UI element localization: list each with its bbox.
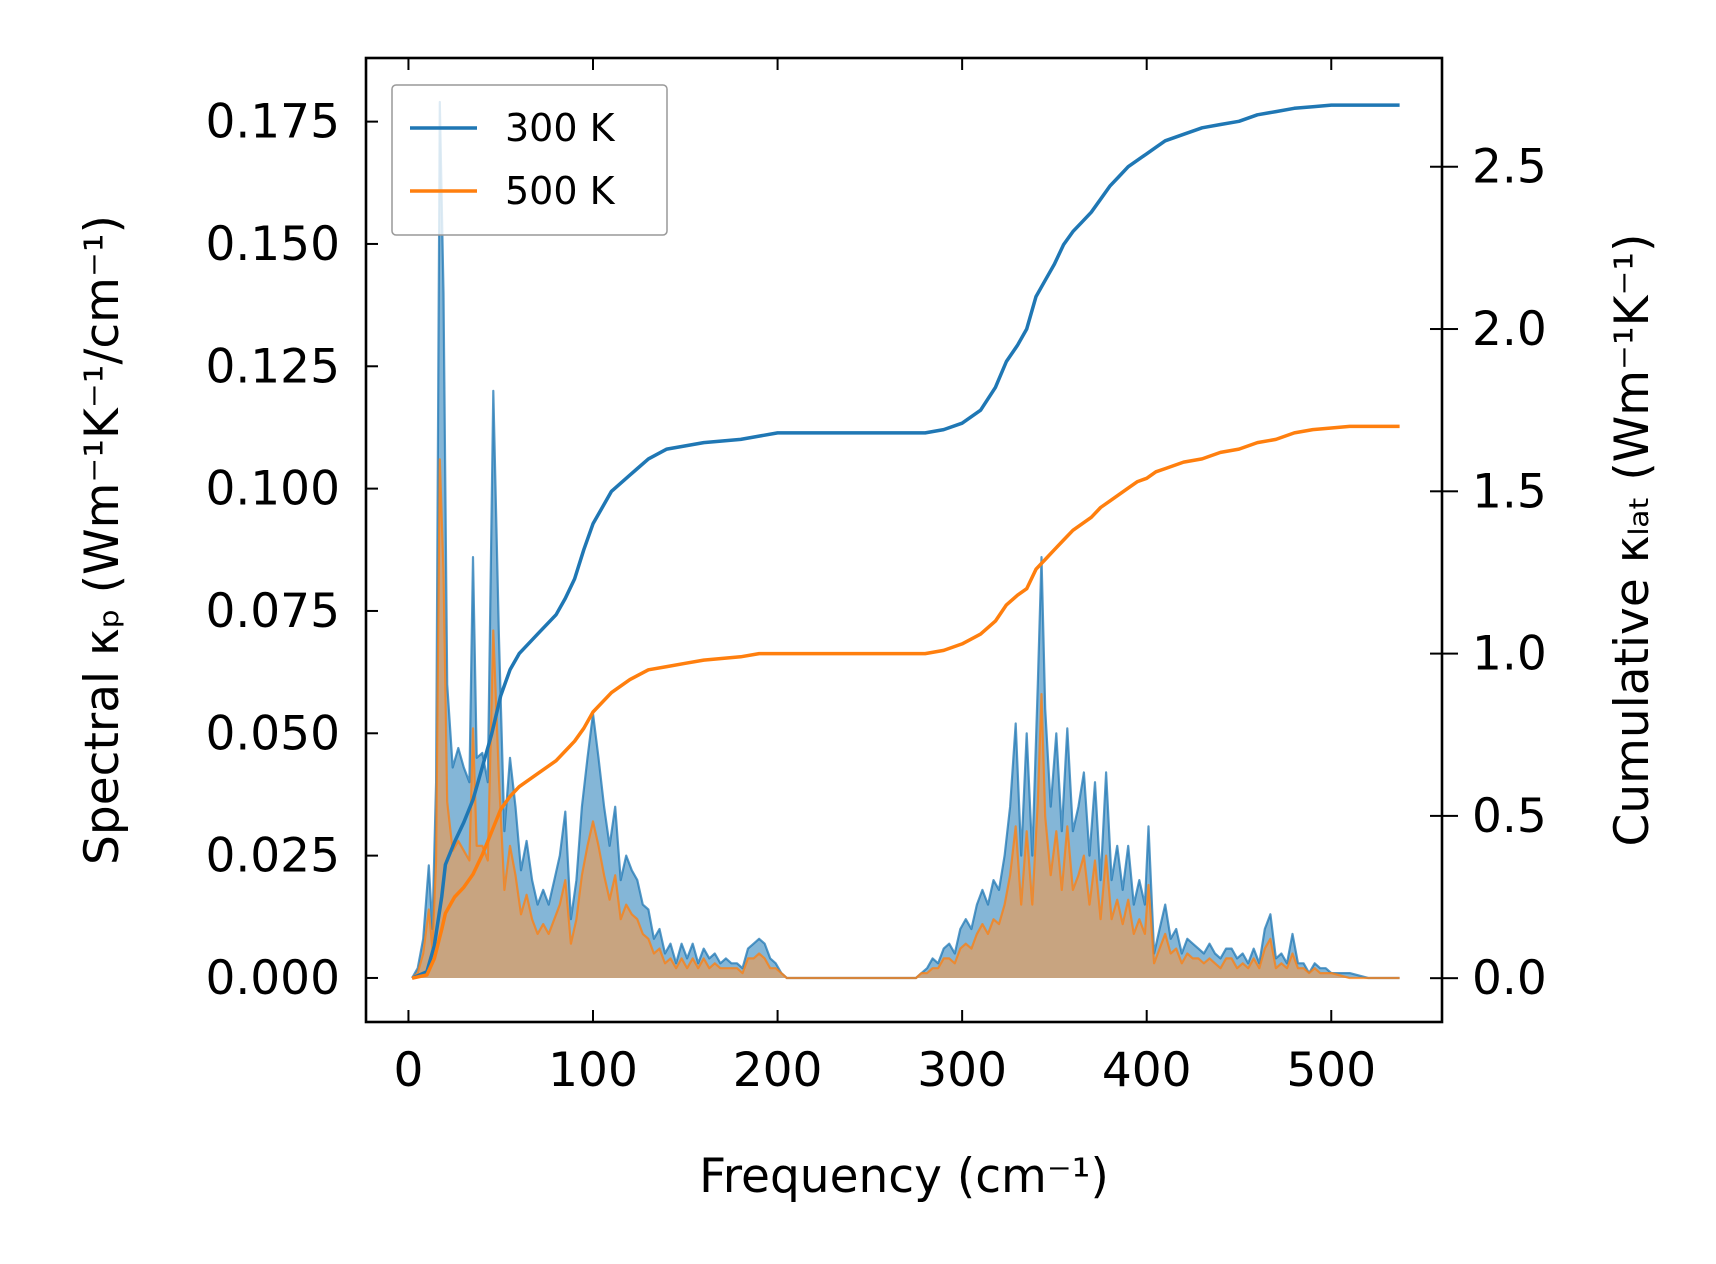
y-right-tick-label: 1.5 bbox=[1472, 464, 1547, 519]
y-right-tick-label: 2.5 bbox=[1472, 140, 1547, 195]
x-tick-label: 500 bbox=[1286, 1043, 1376, 1098]
y-right-tick-label: 1.0 bbox=[1472, 627, 1547, 682]
axes-frame bbox=[364, 56, 1444, 1024]
x-tick-label: 0 bbox=[393, 1043, 423, 1098]
y-right-tick-label: 0.0 bbox=[1472, 951, 1547, 1006]
spectral-line-300k bbox=[411, 100, 1400, 980]
x-tick-label: 200 bbox=[733, 1043, 823, 1098]
y-left-axis-label: Spectral κₚ (Wm⁻¹K⁻¹/cm⁻¹) bbox=[75, 215, 130, 865]
legend-label-500k: 500 K bbox=[505, 169, 616, 213]
x-axis-ticks: 0 100 200 300 400 500 bbox=[393, 58, 1376, 1098]
x-tick-label: 300 bbox=[917, 1043, 1007, 1098]
legend: 300 K 500 K bbox=[391, 84, 668, 236]
cumulative-line-500k bbox=[411, 424, 1400, 980]
x-tick-label: 100 bbox=[548, 1043, 638, 1098]
plot-area bbox=[411, 100, 1400, 980]
y-left-tick-label: 0.075 bbox=[205, 584, 340, 639]
y-left-axis-ticks: 0.000 0.025 0.050 0.075 0.100 0.125 0.150 0.175 bbox=[205, 95, 378, 1006]
legend-label-300k: 300 K bbox=[505, 106, 616, 150]
legend-box bbox=[391, 84, 668, 236]
data-lines bbox=[411, 103, 1400, 980]
y-left-tick-label: 0.000 bbox=[205, 951, 340, 1006]
y-right-axis-label: Cumulative κₗₐₜ (Wm⁻¹K⁻¹) bbox=[1605, 234, 1660, 847]
y-left-tick-label: 0.125 bbox=[205, 339, 340, 394]
y-left-tick-label: 0.175 bbox=[205, 95, 340, 150]
y-left-tick-label: 0.050 bbox=[205, 706, 340, 761]
y-left-tick-label: 0.100 bbox=[205, 462, 340, 517]
spectral-fills bbox=[411, 100, 1400, 980]
y-left-tick-label: 0.025 bbox=[205, 829, 340, 884]
y-right-tick-label: 0.5 bbox=[1472, 789, 1547, 844]
y-right-tick-label: 2.0 bbox=[1472, 302, 1547, 357]
x-axis-label: Frequency (cm⁻¹) bbox=[699, 1149, 1109, 1204]
spectral-line-500k bbox=[411, 458, 1400, 980]
cumulative-line-300k bbox=[411, 103, 1400, 980]
y-left-tick-label: 0.150 bbox=[205, 217, 340, 272]
x-tick-label: 400 bbox=[1102, 1043, 1192, 1098]
spectral-fill-500k bbox=[412, 459, 1400, 978]
y-right-axis-ticks: 0.0 0.5 1.0 1.5 2.0 2.5 bbox=[1430, 140, 1547, 1006]
